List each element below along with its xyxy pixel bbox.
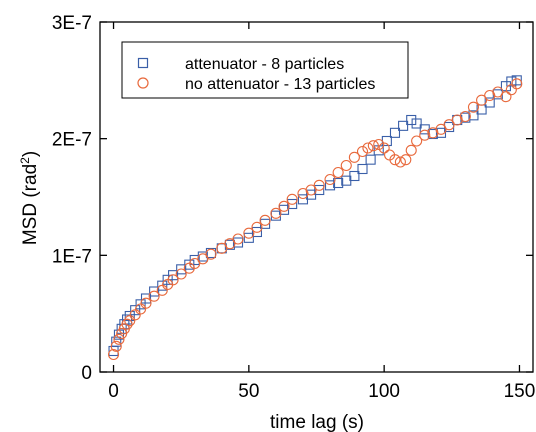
data-point-circle [435, 123, 447, 135]
x-tick-label: 50 [238, 381, 259, 402]
x-tick-label: 100 [368, 381, 400, 402]
legend-marker-no-attenuator [137, 77, 149, 89]
data-point-circle [107, 348, 120, 361]
data-point-circle [205, 248, 217, 260]
data-point-circle [324, 173, 336, 186]
data-point-square [389, 127, 401, 138]
y-axis-title-tail: ) [20, 151, 41, 157]
data-point-square [468, 110, 479, 121]
data-point-circle [389, 154, 401, 166]
data-point-square [324, 180, 336, 191]
data-point-circle [443, 119, 455, 131]
data-point-circle [140, 297, 152, 309]
data-point-circle [216, 242, 228, 254]
data-point-circle [270, 207, 282, 219]
x-tick-label: 150 [504, 381, 536, 402]
data-point-circle [243, 227, 255, 239]
data-point-circle [500, 91, 512, 103]
data-point-circle [419, 129, 431, 141]
y-axis-title-main: MSD (rad [20, 164, 41, 245]
x-tick-label: 0 [108, 381, 119, 402]
data-points [107, 75, 523, 361]
series-0 [108, 75, 522, 357]
data-point-circle [411, 135, 423, 147]
data-point-square [111, 336, 122, 347]
data-point-square [168, 270, 179, 281]
data-point-circle [197, 253, 209, 265]
series-1 [107, 78, 523, 361]
y-tick-label: 2E-7 [52, 130, 92, 151]
data-point-square [314, 184, 325, 196]
data-point-square [398, 120, 409, 131]
y-axis-title: MSD (rad2) [18, 151, 41, 245]
axis-ticks: 0 50 100 150 0 1E-7 2E-7 3E-7 [52, 13, 535, 402]
data-point-square [365, 154, 376, 165]
legend-marker-attenuator [137, 57, 149, 69]
data-point-circle [189, 257, 201, 270]
data-point-circle [286, 193, 298, 205]
data-point-square [251, 226, 263, 238]
y-tick-label: 0 [81, 363, 92, 384]
legend-label-no-attenuator: no attenuator - 13 particles [185, 76, 375, 93]
data-point-circle [232, 233, 244, 245]
data-point-square [357, 163, 368, 175]
data-point-circle [121, 318, 133, 330]
legend-label-attenuator: attenuator - 8 particles [185, 56, 344, 73]
data-point-circle [511, 78, 523, 90]
y-tick-label: 3E-7 [52, 13, 92, 34]
data-point-circle [259, 214, 271, 226]
data-point-circle [167, 274, 179, 286]
data-point-circle [373, 138, 385, 151]
legend: attenuator - 8 particles no attenuator -… [121, 41, 409, 99]
data-point-circle [367, 140, 379, 152]
axes [99, 21, 534, 373]
data-point-square [189, 254, 200, 266]
data-point-circle [332, 166, 344, 179]
data-point-square [113, 329, 124, 340]
x-axis-title: time lag (s) [270, 412, 364, 432]
data-point-circle [400, 154, 412, 166]
data-point-circle [356, 145, 369, 158]
data-point-square [506, 76, 517, 87]
data-point-circle [476, 94, 488, 106]
data-point-circle [340, 159, 352, 172]
data-point-square [435, 127, 447, 138]
data-point-circle [224, 238, 236, 250]
data-point-square [140, 293, 152, 304]
data-point-circle [110, 340, 122, 352]
data-point-square [349, 170, 360, 182]
legend-frame [121, 41, 409, 99]
data-point-square [406, 114, 417, 126]
data-point-circle [305, 184, 317, 196]
data-point-square [411, 118, 422, 129]
data-point-circle [113, 333, 125, 345]
data-point-circle [459, 110, 471, 123]
data-point-circle [251, 221, 263, 233]
y-axis-title-superscript: 2 [18, 157, 32, 164]
data-point-circle [313, 179, 325, 191]
plot-frame [99, 21, 534, 373]
data-point-circle [278, 200, 290, 212]
data-point-circle [348, 151, 360, 163]
data-point-square [243, 232, 254, 243]
data-point-square [511, 75, 522, 86]
data-point-circle [467, 101, 480, 113]
data-point-circle [394, 156, 406, 168]
data-point-square [130, 305, 141, 316]
data-point-square [287, 198, 298, 210]
data-point-circle [405, 144, 417, 156]
data-point-circle [378, 142, 390, 154]
data-point-circle [175, 268, 187, 280]
data-point-square [232, 237, 244, 248]
data-point-square [157, 280, 168, 291]
y-tick-label: 1E-7 [52, 246, 92, 267]
data-point-circle [492, 86, 504, 98]
data-point-square [484, 97, 495, 108]
data-point-square [149, 286, 160, 297]
data-point-circle [362, 142, 374, 154]
data-point-circle [148, 290, 160, 302]
data-point-square [135, 299, 146, 310]
